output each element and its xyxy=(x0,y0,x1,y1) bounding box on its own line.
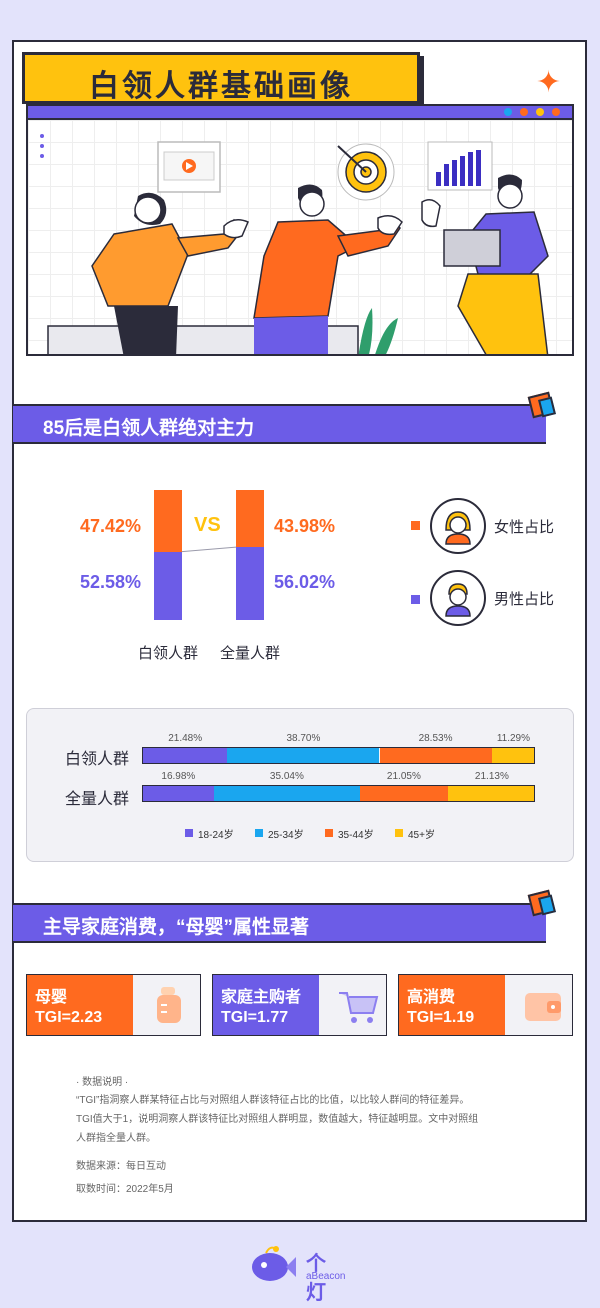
window-title-bar xyxy=(28,106,572,120)
tgi-value: TGI=2.23 xyxy=(35,1009,103,1026)
wallet-icon xyxy=(525,993,561,1021)
age-distribution-panel: 白领人群 全量人群 21.48% 38.70% 28.53% 11.29% 16.98%… xyxy=(26,708,574,862)
section-header-1: 85后是白领人群绝对主力 xyxy=(13,404,546,444)
age-value-label: 11.29% xyxy=(496,733,530,744)
section-title-1: 85后是白领人群绝对主力 xyxy=(43,418,255,439)
page-title: 白领人群基础画像 xyxy=(89,70,353,103)
age-segment xyxy=(447,786,534,801)
female-segment xyxy=(236,490,264,548)
vs-label: VS xyxy=(194,514,221,536)
female-segment xyxy=(154,490,182,552)
tgi-value: TGI=1.77 xyxy=(221,1009,289,1026)
notes-line-1: “TGI”指洞察人群某特征占比与对照组人群该特征占比的比值，以比较人群间的特征差… xyxy=(76,1095,470,1106)
tgi-card-household: 家庭主购者 TGI=1.77 xyxy=(212,974,387,1036)
abeacon-logo: 个灯 aBeacon xyxy=(248,1245,345,1304)
age-bar-whitecollar xyxy=(142,747,535,764)
section-title-2: 主导家庭消费，“母婴”属性显著 xyxy=(43,917,310,938)
age-segment xyxy=(491,748,534,763)
tgi-card-maternal: 母婴 TGI=2.23 xyxy=(26,974,201,1036)
female-legend-label: 女性占比 xyxy=(494,519,555,536)
tgi-title: 高消费 xyxy=(407,989,456,1006)
age-value-label: 35.04% xyxy=(269,771,304,782)
logo-text-en: aBeacon xyxy=(306,1271,346,1282)
age-value-label: 28.53% xyxy=(418,733,453,744)
age-legend-swatch xyxy=(325,829,333,837)
age-legend-label: 35-44岁 xyxy=(338,830,374,841)
gender-bar-group2 xyxy=(236,490,264,620)
group1-label: 白领人群 xyxy=(138,645,199,662)
age-segment xyxy=(360,786,448,801)
group2-label: 全量人群 xyxy=(220,645,281,662)
age-value-label: 16.98% xyxy=(161,771,196,782)
sparkle-icon: ✦ xyxy=(536,66,562,99)
tgi-title: 家庭主购者 xyxy=(221,989,302,1006)
fish-mascot-icon xyxy=(252,1246,296,1281)
shopping-cart-icon xyxy=(339,992,379,1023)
age-value-label: 21.05% xyxy=(386,771,421,782)
age-segment xyxy=(227,748,380,763)
data-time: 取数时间：2022年5月 xyxy=(76,1184,174,1195)
gender-bar-group1 xyxy=(154,490,182,620)
tgi-value: TGI=1.19 xyxy=(407,1009,475,1026)
age-legend-label: 45+岁 xyxy=(408,830,435,841)
female-avatar-icon xyxy=(430,498,486,554)
age-segment xyxy=(143,748,228,763)
group2-male-pct: 56.02% xyxy=(274,572,336,592)
notes-line-2: TGI值大于1，说明洞察人群该特征比对照组人群明显，数值越大，特征越明显。文中对… xyxy=(76,1114,479,1125)
age-row-label-2: 全量人群 xyxy=(65,791,130,808)
age-value-label: 21.48% xyxy=(168,733,203,744)
section-header-2: 主导家庭消费，“母婴”属性显著 xyxy=(13,903,546,943)
age-legend-swatch xyxy=(255,829,263,837)
notes-heading: · 数据说明 · xyxy=(76,1077,129,1088)
age-bar-all xyxy=(142,785,535,802)
tgi-card-high-spending: 高消费 TGI=1.19 xyxy=(398,974,573,1036)
window-dot-yellow xyxy=(536,108,544,116)
age-legend-swatch xyxy=(185,829,193,837)
logo-text-cn: 个灯 xyxy=(306,1253,326,1304)
male-legend-label: 男性占比 xyxy=(494,591,555,608)
age-legend-swatch xyxy=(395,829,403,837)
tgi-box: 母婴 TGI=2.23 xyxy=(27,975,133,1035)
age-segment xyxy=(379,748,492,763)
male-avatar-icon xyxy=(430,570,486,626)
window-dot-orange-2 xyxy=(552,108,560,116)
tgi-title: 母婴 xyxy=(35,989,68,1006)
office-scene-illustration xyxy=(40,134,549,354)
age-value-label: 21.13% xyxy=(474,771,509,782)
window-dot-blue xyxy=(504,108,512,116)
window-dot-orange xyxy=(520,108,528,116)
age-segment xyxy=(143,786,214,801)
age-value-label: 38.70% xyxy=(286,733,321,744)
age-legend-label: 18-24岁 xyxy=(198,830,234,841)
tgi-box: 高消费 TGI=1.19 xyxy=(399,975,505,1035)
age-segment xyxy=(213,786,360,801)
title-banner: 白领人群基础画像 xyxy=(22,52,420,104)
female-legend-swatch xyxy=(411,521,420,530)
age-row-label-1: 白领人群 xyxy=(65,751,130,768)
male-segment xyxy=(154,551,182,620)
notes-line-3: 人群指全量人群。 xyxy=(76,1133,156,1144)
group2-female-pct: 43.98% xyxy=(274,516,336,536)
age-legend-label: 25-34岁 xyxy=(268,830,304,841)
group1-male-pct: 52.58% xyxy=(80,572,142,592)
baby-bottle-icon xyxy=(157,987,181,1023)
male-segment xyxy=(236,547,264,620)
male-legend-swatch xyxy=(411,595,420,604)
tgi-box: 家庭主购者 TGI=1.77 xyxy=(213,975,319,1035)
group1-female-pct: 47.42% xyxy=(80,516,142,536)
illustration-window xyxy=(26,104,574,356)
data-source: 数据来源：每日互动 xyxy=(76,1161,166,1172)
